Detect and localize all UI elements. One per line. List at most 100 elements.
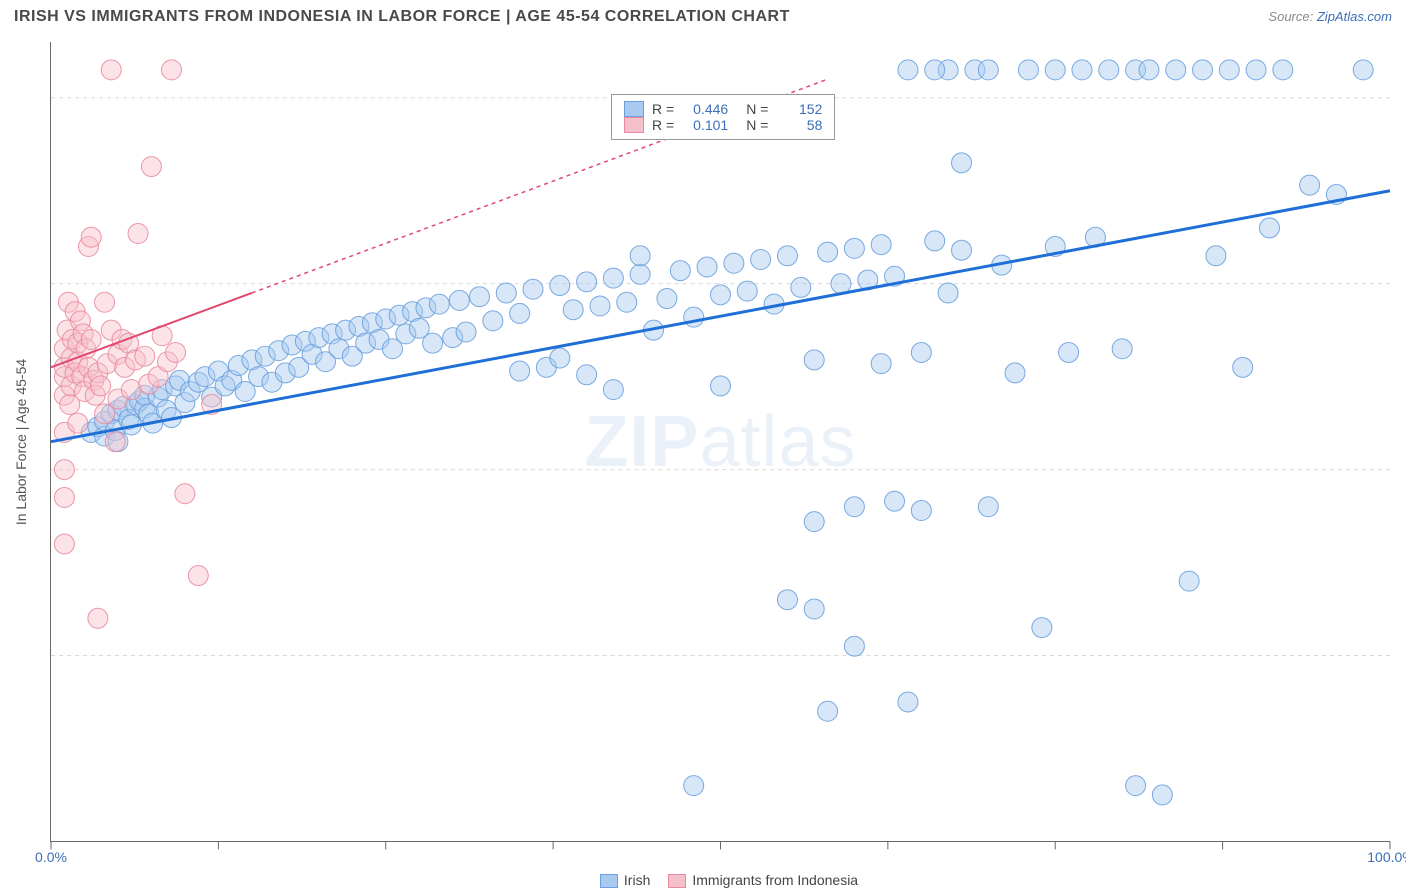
scatter-point: [91, 376, 111, 396]
scatter-point: [791, 277, 811, 297]
scatter-point: [804, 599, 824, 619]
scatter-point: [911, 500, 931, 520]
legend-swatch-icon: [624, 117, 644, 133]
y-axis-label-wrap: In Labor Force | Age 45-54: [6, 42, 36, 842]
scatter-point: [684, 307, 704, 327]
scatter-point: [871, 354, 891, 374]
legend-n-label: N =: [746, 117, 768, 133]
scatter-point: [670, 261, 690, 281]
correlation-chart: IRISH VS IMMIGRANTS FROM INDONESIA IN LA…: [0, 0, 1406, 892]
series-legend: Irish Immigrants from Indonesia: [50, 872, 1390, 888]
scatter-point: [105, 432, 125, 452]
scatter-point: [188, 566, 208, 586]
stats-legend-row: R =0.446N =152: [624, 101, 822, 117]
scatter-point: [1259, 218, 1279, 238]
scatter-point: [804, 512, 824, 532]
scatter-point: [1152, 785, 1172, 805]
scatter-point: [1166, 60, 1186, 80]
legend-n-value: 152: [776, 101, 822, 117]
scatter-point: [54, 534, 74, 554]
scatter-point: [831, 274, 851, 294]
legend-series-label: Immigrants from Indonesia: [692, 872, 858, 888]
scatter-point: [81, 227, 101, 247]
scatter-point: [95, 292, 115, 312]
scatter-point: [141, 157, 161, 177]
scatter-point: [1179, 571, 1199, 591]
plot-svg: [51, 42, 1390, 841]
scatter-point: [456, 322, 476, 342]
scatter-point: [617, 292, 637, 312]
scatter-point: [1072, 60, 1092, 80]
scatter-point: [603, 380, 623, 400]
scatter-point: [777, 246, 797, 266]
scatter-point: [818, 701, 838, 721]
scatter-point: [818, 242, 838, 262]
stats-legend-row: R =0.101N =58: [624, 117, 822, 133]
scatter-point: [630, 246, 650, 266]
scatter-point: [68, 413, 88, 433]
legend-n-label: N =: [746, 101, 768, 117]
scatter-point: [88, 608, 108, 628]
scatter-point: [1126, 776, 1146, 796]
scatter-point: [54, 460, 74, 480]
scatter-point: [166, 342, 186, 362]
scatter-point: [844, 636, 864, 656]
scatter-point: [1246, 60, 1266, 80]
scatter-point: [1059, 342, 1079, 362]
legend-r-value: 0.101: [682, 117, 728, 133]
scatter-point: [1273, 60, 1293, 80]
scatter-point: [938, 283, 958, 303]
scatter-point: [577, 365, 597, 385]
stats-legend: R =0.446N =152R =0.101N =58: [611, 94, 835, 140]
scatter-point: [952, 240, 972, 260]
scatter-point: [952, 153, 972, 173]
legend-swatch-icon: [624, 101, 644, 117]
trend-line: [51, 191, 1390, 442]
scatter-point: [630, 264, 650, 284]
scatter-point: [550, 276, 570, 296]
scatter-point: [1112, 339, 1132, 359]
y-axis-label: In Labor Force | Age 45-54: [13, 359, 29, 525]
scatter-point: [777, 590, 797, 610]
scatter-point: [121, 380, 141, 400]
scatter-point: [162, 60, 182, 80]
scatter-point: [483, 311, 503, 331]
scatter-point: [804, 350, 824, 370]
scatter-point: [469, 287, 489, 307]
scatter-point: [510, 361, 530, 381]
scatter-point: [844, 497, 864, 517]
legend-r-label: R =: [652, 117, 674, 133]
scatter-point: [563, 300, 583, 320]
scatter-point: [496, 283, 516, 303]
scatter-point: [1139, 60, 1159, 80]
scatter-point: [135, 346, 155, 366]
source-link[interactable]: ZipAtlas.com: [1317, 9, 1392, 24]
legend-swatch-icon: [668, 874, 686, 888]
scatter-point: [1005, 363, 1025, 383]
source-label: Source:: [1268, 9, 1313, 24]
scatter-point: [423, 333, 443, 353]
plot-area: ZIPatlas R =0.446N =152R =0.101N =58 70.…: [50, 42, 1390, 842]
source-attribution: Source: ZipAtlas.com: [1268, 9, 1392, 24]
scatter-point: [911, 342, 931, 362]
scatter-point: [603, 268, 623, 288]
scatter-point: [1206, 246, 1226, 266]
scatter-point: [898, 692, 918, 712]
x-tick-label: 0.0%: [35, 849, 67, 865]
scatter-point: [1018, 60, 1038, 80]
title-bar: IRISH VS IMMIGRANTS FROM INDONESIA IN LA…: [14, 8, 1392, 26]
scatter-point: [1353, 60, 1373, 80]
legend-series-label: Irish: [624, 872, 650, 888]
scatter-point: [844, 238, 864, 258]
scatter-point: [898, 60, 918, 80]
scatter-point: [449, 290, 469, 310]
scatter-point: [101, 60, 121, 80]
scatter-point: [1193, 60, 1213, 80]
legend-r-label: R =: [652, 101, 674, 117]
scatter-point: [871, 235, 891, 255]
scatter-point: [925, 231, 945, 251]
scatter-point: [1300, 175, 1320, 195]
scatter-point: [1045, 60, 1065, 80]
scatter-point: [1219, 60, 1239, 80]
scatter-point: [54, 487, 74, 507]
